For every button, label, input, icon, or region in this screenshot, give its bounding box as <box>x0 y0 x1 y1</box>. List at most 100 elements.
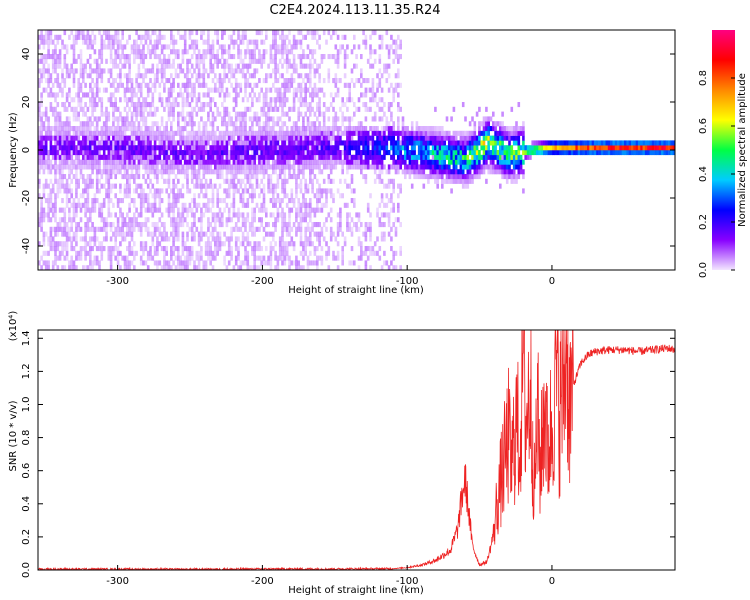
heatmap-cell <box>311 222 314 228</box>
heatmap-cell <box>167 265 171 270</box>
heatmap-cell <box>197 202 201 208</box>
heatmap-cell <box>181 49 185 55</box>
heatmap-cell <box>170 246 173 252</box>
heatmap-cell <box>385 145 389 151</box>
heatmap-cell <box>42 193 46 199</box>
heatmap-cell <box>121 145 124 151</box>
heatmap-cell <box>51 188 55 194</box>
heatmap-cell <box>258 226 261 232</box>
heatmap-cell <box>107 212 111 218</box>
heatmap-cell <box>468 159 472 165</box>
heatmap-cell <box>316 116 319 122</box>
heatmap-cell <box>485 121 488 127</box>
heatmap-cell <box>334 44 338 50</box>
heatmap-cell <box>415 169 419 175</box>
heatmap-cell <box>251 97 254 103</box>
heatmap-cell <box>95 198 99 204</box>
heatmap-cell <box>116 145 120 151</box>
heatmap-cell <box>186 260 189 266</box>
heatmap-cell <box>109 39 113 45</box>
heatmap-cell <box>149 34 152 40</box>
heatmap-cell <box>200 212 203 218</box>
heatmap-cell <box>61 183 64 189</box>
heatmap-cell <box>137 130 141 136</box>
heatmap-cell <box>144 145 148 151</box>
heatmap-cell <box>420 135 423 141</box>
heatmap-cell <box>153 82 157 88</box>
heatmap-cell <box>299 30 303 36</box>
heatmap-cell <box>227 154 231 160</box>
heatmap-cell <box>417 145 421 151</box>
heatmap-cell <box>51 126 55 132</box>
heatmap-cell <box>177 150 180 156</box>
heatmap-cell <box>454 164 458 170</box>
heatmap-cell <box>225 159 229 165</box>
heatmap-cell <box>244 202 247 208</box>
heatmap-cell <box>42 58 46 64</box>
heatmap-cell <box>394 140 398 146</box>
heatmap-cell <box>109 54 113 60</box>
heatmap-cell <box>126 116 129 122</box>
heatmap-cell <box>207 44 210 50</box>
heatmap-cell <box>202 102 206 108</box>
heatmap-cell <box>480 154 483 160</box>
heatmap-cell <box>68 130 71 136</box>
heatmap-cell <box>429 140 433 146</box>
heatmap-cell <box>200 54 203 60</box>
heatmap-cell <box>487 145 490 151</box>
heatmap-cell <box>216 39 219 45</box>
heatmap-cell <box>170 87 173 93</box>
heatmap-cell <box>100 39 104 45</box>
heatmap-cell <box>82 193 85 199</box>
heatmap-cell <box>394 231 398 237</box>
heatmap-cell <box>170 145 173 151</box>
heatmap-cell <box>181 116 185 122</box>
heatmap-cell <box>179 265 182 270</box>
heatmap-cell <box>253 111 256 117</box>
heatmap-cell <box>195 255 199 261</box>
heatmap-cell <box>146 44 150 50</box>
heatmap-cell <box>390 154 393 160</box>
heatmap-cell <box>292 260 296 266</box>
heatmap-cell <box>84 202 87 208</box>
heatmap-cell <box>142 154 145 160</box>
heatmap-cell <box>316 198 319 204</box>
heatmap-cell <box>360 126 363 132</box>
heatmap-cell <box>297 260 300 266</box>
heatmap-cell <box>174 154 178 160</box>
heatmap-cell <box>209 87 212 93</box>
heatmap-cell <box>135 116 138 122</box>
heatmap-cell <box>431 164 435 170</box>
heatmap-cell <box>133 174 136 180</box>
heatmap-cell <box>38 178 41 184</box>
heatmap-cell <box>336 87 340 93</box>
heatmap-cell <box>297 174 300 180</box>
heatmap-cell <box>139 198 143 204</box>
heatmap-cell <box>225 126 229 132</box>
heatmap-cell <box>202 82 206 88</box>
heatmap-cell <box>186 154 189 160</box>
heatmap-cell <box>91 92 94 98</box>
heatmap-cell <box>348 121 351 127</box>
heatmap-cell <box>241 260 245 266</box>
heatmap-cell <box>309 198 312 204</box>
heatmap-cell <box>177 178 180 184</box>
heatmap-cell <box>336 78 340 84</box>
heatmap-cell <box>72 111 76 117</box>
heatmap-cell <box>177 140 180 146</box>
heatmap-cell <box>325 198 328 204</box>
heatmap-cell <box>378 68 382 74</box>
heatmap-cell <box>146 68 150 74</box>
heatmap-cell <box>100 207 104 213</box>
heatmap-cell <box>133 164 136 170</box>
heatmap-cell <box>156 145 159 151</box>
heatmap-cell <box>130 154 134 160</box>
heatmap-cell <box>401 121 405 127</box>
heatmap-cell <box>397 202 400 208</box>
heatmap-cell <box>496 130 500 136</box>
heatmap-cell <box>348 135 351 141</box>
heatmap-cell <box>61 226 64 232</box>
heatmap-cell <box>364 44 368 50</box>
heatmap-cell <box>276 198 280 204</box>
heatmap-cell <box>130 135 134 141</box>
